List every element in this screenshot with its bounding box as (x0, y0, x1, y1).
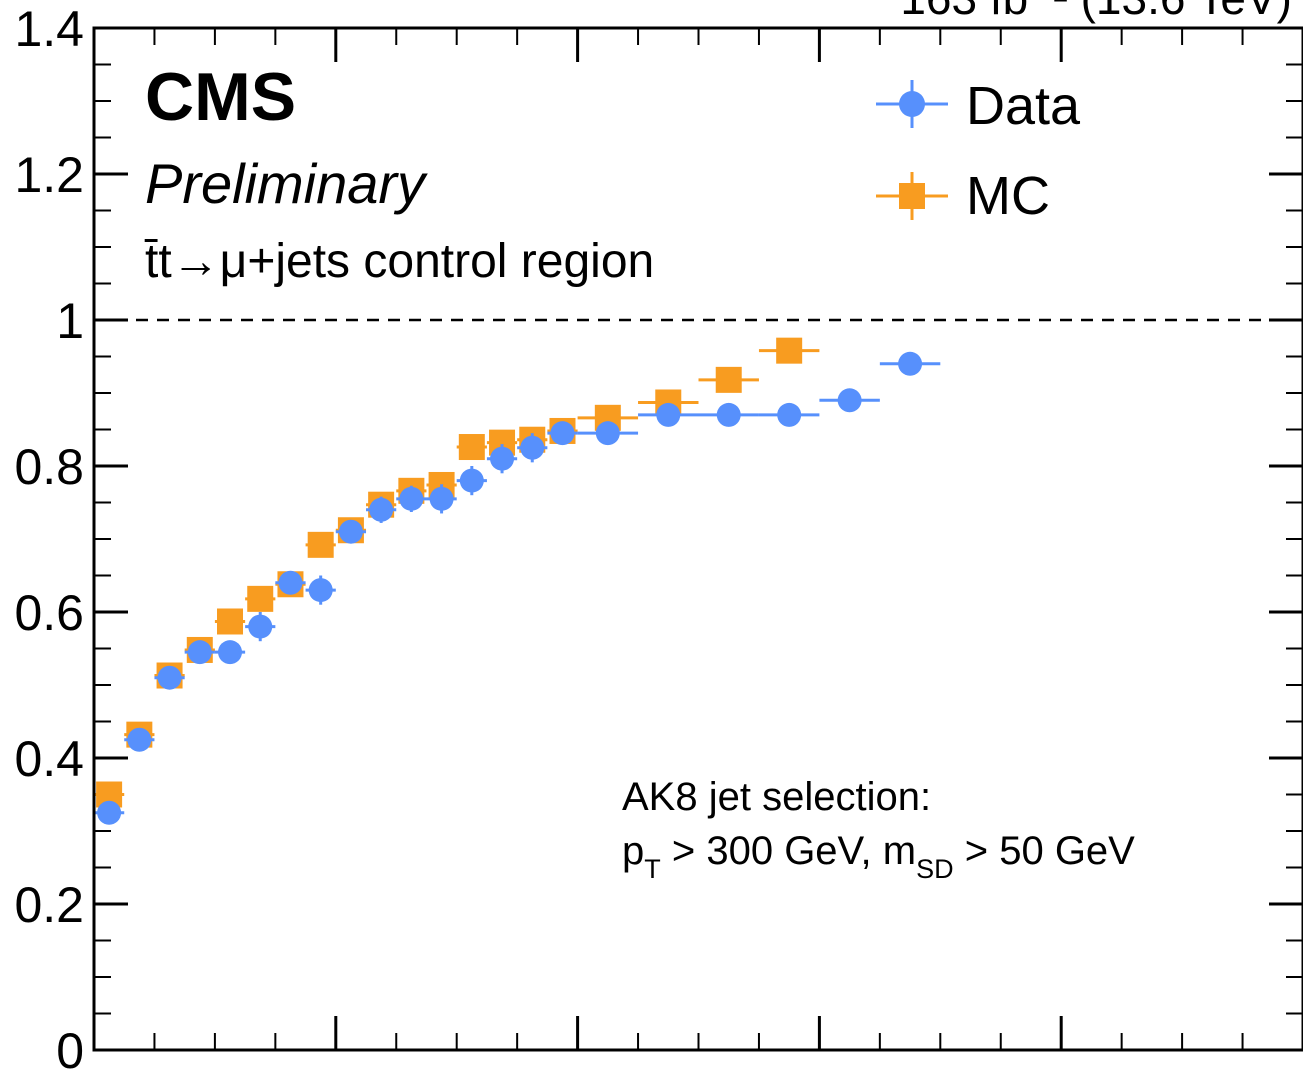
data-point (278, 570, 303, 595)
data-point (157, 665, 182, 690)
data-point (716, 402, 741, 427)
legend-mc-label: MC (966, 166, 1050, 226)
axis-ticks: 0 0.2 0.4 0.6 0.8 1 1.2 1.4 (14, 1, 1303, 1070)
y-tick-label: 0.6 (14, 585, 84, 641)
data-point (218, 640, 243, 665)
data-point (308, 578, 333, 603)
mc-point (217, 608, 244, 635)
y-tick-label: 0 (56, 1023, 84, 1070)
mc-series (94, 337, 820, 808)
mc-point (458, 434, 485, 461)
data-point (97, 800, 122, 825)
data-point (595, 421, 620, 446)
status-label: Preliminary (145, 152, 428, 215)
data-point (656, 402, 681, 427)
data-point (490, 446, 515, 471)
plot-frame (92, 26, 1303, 1052)
y-tick-label: 0.4 (14, 731, 84, 787)
mc-point (776, 337, 803, 364)
data-point (429, 486, 454, 511)
y-tick-label: 0.8 (14, 439, 84, 495)
data-point (459, 468, 484, 493)
data-point (837, 388, 862, 413)
legend-mc-marker (899, 183, 925, 209)
mc-point (247, 585, 274, 612)
y-tick-label: 1.4 (14, 1, 84, 57)
y-tick-label: 1 (56, 293, 84, 349)
experiment-label: CMS (145, 59, 296, 135)
legend-data-marker (899, 91, 925, 117)
data-point (898, 351, 923, 376)
luminosity-energy-label: 163 fb⁻¹ (13.6 TeV) (900, 0, 1292, 24)
y-tick-label: 0.2 (14, 877, 84, 933)
data-series (94, 351, 941, 825)
selection-label-line2: pT > 300 GeV, mSD > 50 GeV (622, 829, 1135, 884)
selection-label-line1: AK8 jet selection: (622, 775, 931, 819)
data-point (127, 727, 152, 752)
legend-data-label: Data (966, 76, 1081, 136)
data-point (369, 497, 394, 522)
data-point (399, 486, 424, 511)
data-point (777, 402, 802, 427)
mc-point (715, 366, 742, 393)
data-point (550, 421, 575, 446)
legend: Data MC (876, 76, 1081, 226)
data-point (338, 519, 363, 544)
data-point (187, 640, 212, 665)
mc-point (307, 531, 334, 558)
region-label: t̄t→μ+jets control region (144, 235, 654, 288)
y-tick-label: 1.2 (14, 147, 84, 203)
data-point (520, 435, 545, 460)
data-point (248, 614, 273, 639)
